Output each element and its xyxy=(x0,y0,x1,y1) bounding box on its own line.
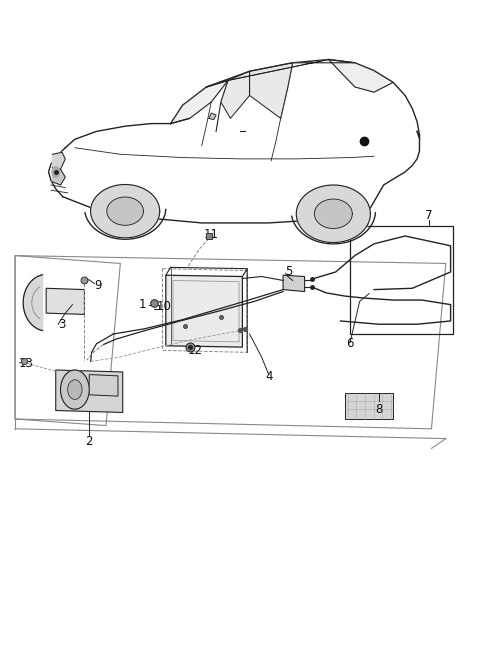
Polygon shape xyxy=(250,63,293,119)
Polygon shape xyxy=(23,275,43,331)
Polygon shape xyxy=(283,275,305,291)
Circle shape xyxy=(68,380,82,400)
Text: 3: 3 xyxy=(58,318,65,331)
Text: 13: 13 xyxy=(19,357,34,370)
Polygon shape xyxy=(206,60,355,87)
Polygon shape xyxy=(345,393,393,419)
Text: 8: 8 xyxy=(375,403,383,416)
Polygon shape xyxy=(314,199,352,229)
Polygon shape xyxy=(52,170,65,185)
Text: 6: 6 xyxy=(347,337,354,350)
Circle shape xyxy=(60,370,89,409)
Polygon shape xyxy=(166,275,242,347)
Polygon shape xyxy=(296,185,371,242)
Text: 2: 2 xyxy=(85,436,93,448)
Polygon shape xyxy=(221,71,250,119)
Text: 10: 10 xyxy=(156,300,171,313)
Text: 12: 12 xyxy=(187,344,203,357)
Polygon shape xyxy=(328,60,393,92)
Text: 9: 9 xyxy=(94,278,102,291)
Text: 11: 11 xyxy=(204,228,219,241)
Polygon shape xyxy=(56,370,123,413)
Polygon shape xyxy=(91,185,160,238)
Polygon shape xyxy=(89,375,118,396)
Text: 5: 5 xyxy=(286,265,293,278)
Text: 1: 1 xyxy=(139,298,147,311)
Polygon shape xyxy=(46,288,84,314)
Polygon shape xyxy=(107,197,144,225)
Text: 4: 4 xyxy=(265,370,273,383)
Polygon shape xyxy=(52,153,65,170)
Polygon shape xyxy=(209,113,216,120)
Polygon shape xyxy=(170,81,228,124)
Circle shape xyxy=(52,167,60,177)
Text: 7: 7 xyxy=(425,208,433,221)
